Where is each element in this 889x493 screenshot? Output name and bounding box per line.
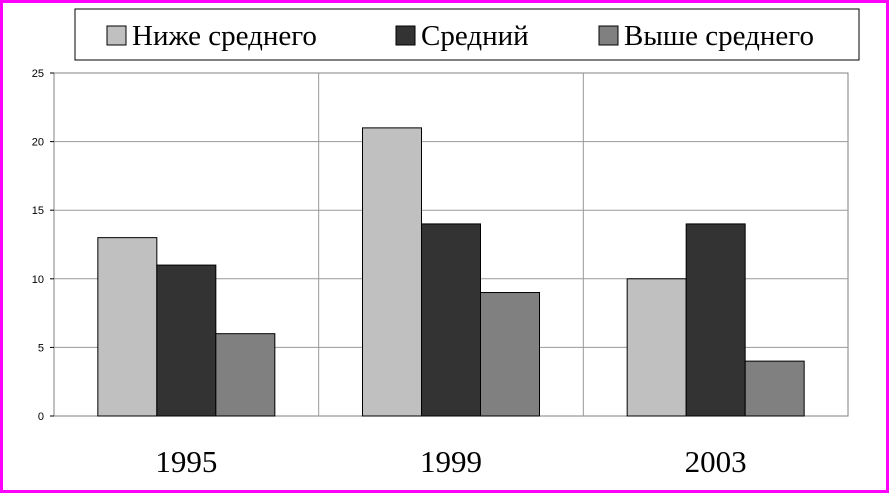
bar-2003-series-2: [685, 223, 746, 417]
category-label-1995: 1995: [155, 444, 217, 479]
bar-2003-series-1: [626, 278, 687, 417]
bar-1999-series-3: [480, 292, 540, 417]
category-label-2003: 2003: [685, 444, 747, 479]
bar-1999-series-1: [362, 127, 422, 417]
y-tick-label: 15: [32, 205, 44, 217]
bar-1995-series-3: [215, 333, 276, 417]
legend-label-3: Выше среднего: [624, 20, 814, 52]
bar-1995-series-2: [156, 264, 217, 417]
legend-swatch-2: [395, 25, 416, 46]
y-tick-label: 10: [32, 274, 44, 286]
category-label-1999: 1999: [420, 444, 482, 479]
bar-1999-series-2: [421, 223, 481, 417]
legend: [74, 8, 860, 61]
bar-1995-series-1: [97, 237, 158, 417]
y-tick-label: 25: [32, 68, 44, 80]
y-tick-label: 0: [38, 411, 44, 423]
y-tick-label: 5: [38, 342, 44, 354]
legend-label-1: Ниже среднего: [132, 20, 317, 52]
legend-swatch-1: [106, 25, 127, 46]
legend-label-2: Средний: [421, 20, 529, 52]
legend-swatch-3: [598, 25, 619, 46]
y-tick-label: 20: [32, 137, 44, 149]
bar-2003-series-3: [744, 360, 805, 417]
